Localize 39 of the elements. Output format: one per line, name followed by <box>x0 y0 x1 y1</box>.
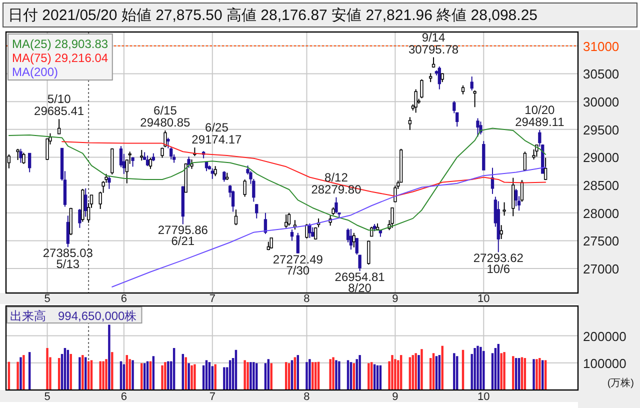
y-tick-label: 28500 <box>583 178 620 194</box>
legend: MA(25) 28,903.83 MA(75) 29,216.04 MA(200) <box>8 34 113 80</box>
x-tick-label: 7 <box>209 293 216 305</box>
y-tick-label: 28000 <box>583 206 620 221</box>
x-tick-label: 6 <box>120 391 127 403</box>
x-tick-label: 5 <box>44 293 50 305</box>
y-tick-label: 31000 <box>583 38 620 54</box>
annotation: 29489.11 <box>515 114 565 129</box>
x-tick-label: 10 <box>478 391 490 403</box>
x-tick-label: 8 <box>304 391 310 403</box>
annotation: 6/25 <box>205 120 229 135</box>
annotation: 9/14 <box>422 30 446 44</box>
y-tick-label: 27500 <box>583 234 620 249</box>
y-tick-label: 30500 <box>583 66 620 82</box>
y-tick-label: 200000 <box>583 328 626 344</box>
x-tick-label: 10 <box>478 293 490 305</box>
y-tick-label: 29500 <box>583 122 620 138</box>
chart-title: 出来高 994,650,000株 <box>10 309 137 323</box>
annotation: 6/15 <box>154 103 178 118</box>
y-tick-label: 100000 <box>583 356 626 371</box>
annotation: 28279.80 <box>311 182 362 196</box>
x-tick-label: 6 <box>120 293 127 305</box>
chart-title: 日付 2021/05/20 始値 27,875.50 高値 28,176.87 安値 27,821.96 終値 28,098.25 <box>8 7 538 24</box>
x-tick-label: 9 <box>392 391 398 403</box>
annotation: 29174.17 <box>192 132 242 147</box>
y-axis-title: (万株) <box>607 377 634 389</box>
y-tick-label: 29000 <box>583 150 620 166</box>
y-tick-label: 30000 <box>583 94 620 110</box>
annotation: 10/20 <box>524 102 556 117</box>
x-tick-label: 9 <box>392 293 398 305</box>
y-tick-label: 27000 <box>583 262 620 277</box>
x-tick-label: 8 <box>304 293 310 305</box>
annotation: 8/12 <box>324 170 348 184</box>
annotation: 29480.85 <box>140 115 191 130</box>
x-tick-label: 7 <box>209 391 216 403</box>
x-tick-label: 5 <box>44 391 50 403</box>
annotation: 5/10 <box>47 92 72 106</box>
annotation: 30795.78 <box>408 42 459 56</box>
annotation: 29685.41 <box>34 104 84 118</box>
